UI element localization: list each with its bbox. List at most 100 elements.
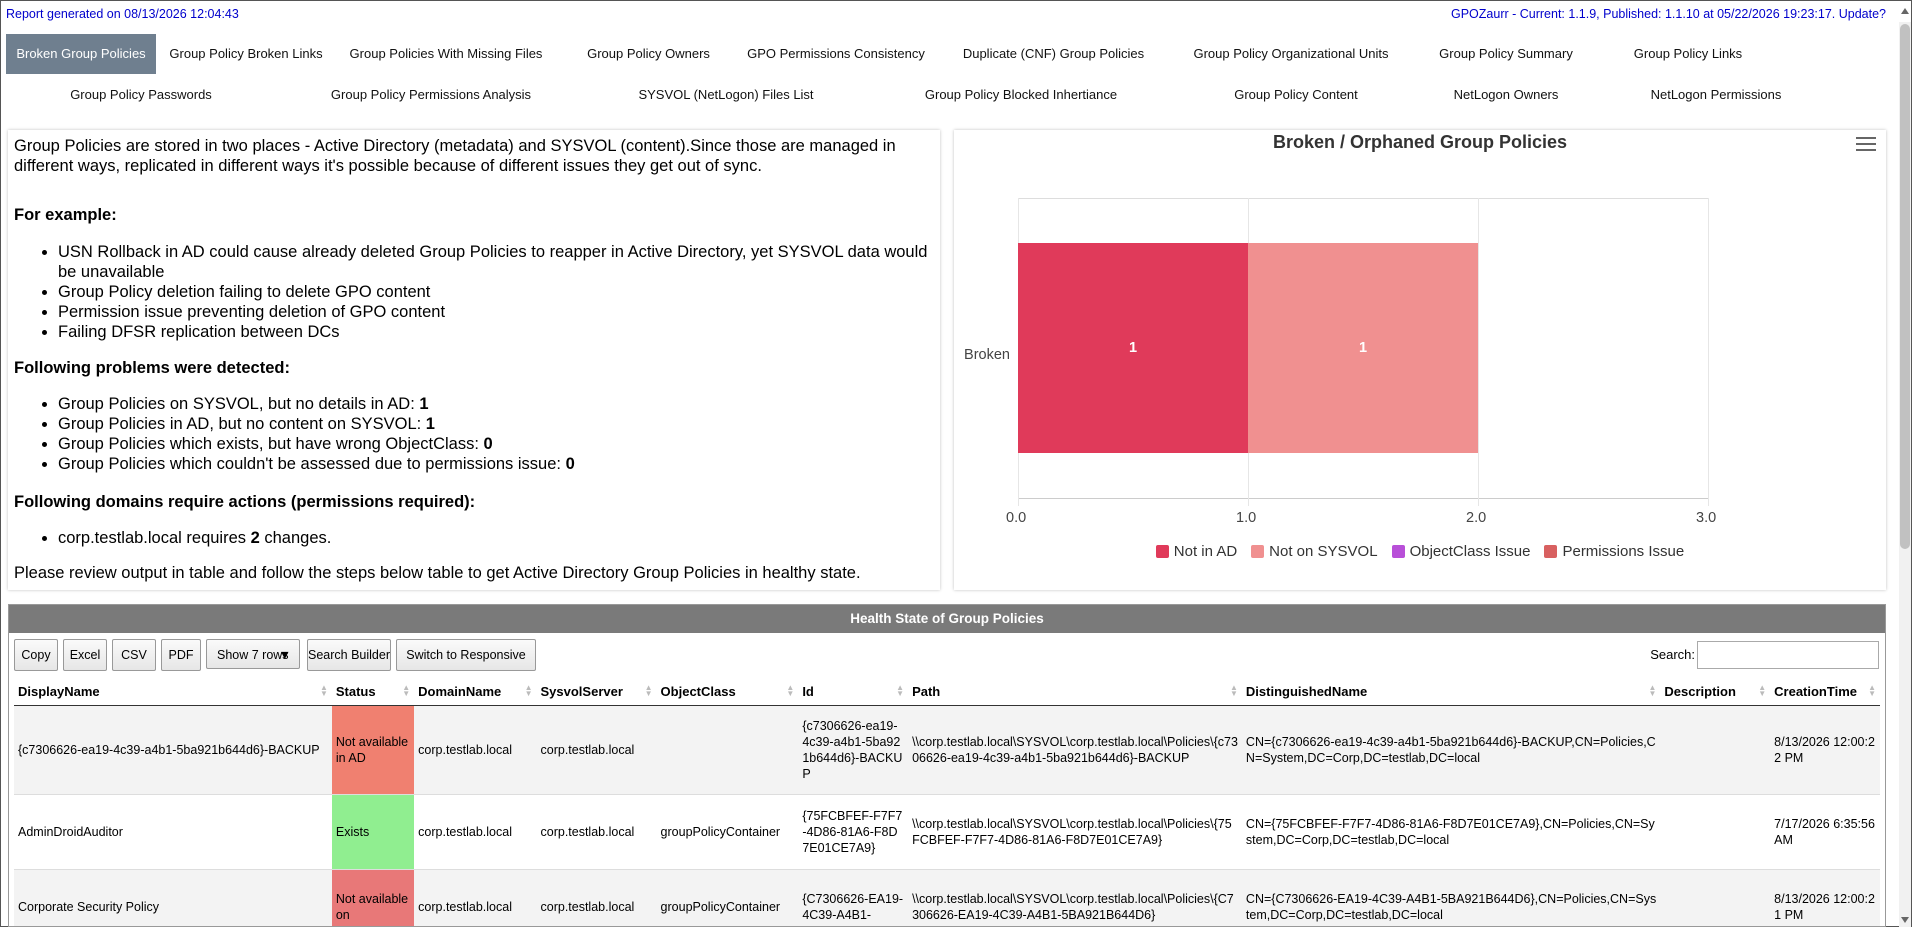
cell-domainname: corp.testlab.local: [414, 705, 537, 795]
domains-list: corp.testlab.local requires 2 changes.: [14, 528, 938, 548]
tab-group-policy-blocked-inheritance[interactable]: Group Policy Blocked Inhertiance: [924, 87, 1118, 102]
report-generated-text: Report generated on 08/13/2026 12:04:43: [6, 7, 239, 21]
scroll-down-icon[interactable]: [1901, 917, 1909, 923]
sort-icon: ▲ ▼: [786, 683, 795, 698]
column-header-sysvolserver[interactable]: SysvolServer ▲ ▼: [536, 677, 657, 706]
show-rows-dropdown[interactable]: Show 7 rows ▼: [206, 639, 300, 669]
cell-objectclass: groupPolicyContainer: [656, 869, 799, 926]
bar-data-label: 1: [1358, 340, 1368, 356]
column-header-path[interactable]: Path ▲ ▼: [908, 677, 1242, 706]
page-scrollbar[interactable]: [1899, 8, 1911, 927]
excel-button[interactable]: Excel: [63, 639, 107, 671]
list-item: Group Policy deletion failing to delete …: [58, 282, 938, 302]
example-list: USN Rollback in AD could cause already d…: [14, 242, 938, 342]
x-axis-line: [1018, 498, 1708, 499]
table-row[interactable]: {c7306626-ea19-4c39-a4b1-5ba921b644d6}-B…: [14, 705, 1880, 795]
column-header-label: DistinguishedName: [1245, 683, 1368, 699]
version-update-link[interactable]: GPOZaurr - Current: 1.1.9, Published: 1.…: [1451, 7, 1886, 21]
column-header-distinguishedname[interactable]: DistinguishedName ▲ ▼: [1241, 677, 1661, 706]
scroll-up-icon[interactable]: [1901, 8, 1909, 14]
cell-path: \\corp.testlab.local\SYSVOL\corp.testlab…: [908, 869, 1242, 926]
bar-not-in-ad[interactable]: 1: [1018, 243, 1248, 453]
cell-domainname: corp.testlab.local: [414, 869, 537, 926]
cell-id: {75FCBFEF-F7F7-4D86-81A6-F8D7E01CE7A9}: [798, 794, 909, 870]
switch-responsive-button[interactable]: Switch to Responsive: [396, 639, 536, 671]
domains-heading: Following domains require actions (permi…: [14, 493, 476, 511]
tab-group-policies-missing-files[interactable]: Group Policies With Missing Files: [349, 46, 543, 61]
health-table-panel: Health State of Group Policies Copy Exce…: [8, 604, 1886, 927]
tab-broken-group-policies[interactable]: Broken Group Policies: [6, 34, 156, 74]
pdf-button[interactable]: PDF: [161, 639, 201, 671]
cell-creationtime: 7/17/2026 6:35:56 AM: [1770, 794, 1880, 870]
table-row[interactable]: Corporate Security Policy Not available o…: [14, 869, 1880, 926]
tab-duplicate-cnf-group-policies[interactable]: Duplicate (CNF) Group Policies: [962, 46, 1145, 61]
column-header-label: SysvolServer: [540, 683, 623, 699]
column-header-creationtime[interactable]: CreationTime ▲ ▼: [1770, 677, 1880, 706]
category-label: Broken: [964, 347, 1010, 363]
legend-item[interactable]: Permissions Issue: [1544, 543, 1684, 560]
sort-icon: ▲ ▼: [319, 683, 328, 698]
x-tick-label: 3.0: [1696, 510, 1717, 526]
tab-group-policy-permissions-analysis[interactable]: Group Policy Permissions Analysis: [330, 87, 532, 102]
scrollbar-thumb[interactable]: [1900, 24, 1910, 549]
tab-group-policy-passwords[interactable]: Group Policy Passwords: [70, 87, 212, 102]
legend-item[interactable]: ObjectClass Issue: [1391, 543, 1530, 560]
column-header-domainname[interactable]: DomainName ▲ ▼: [414, 677, 537, 706]
cell-displayname: AdminDroidAuditor: [14, 794, 332, 870]
tab-group-policy-owners[interactable]: Group Policy Owners: [587, 46, 710, 61]
column-header-displayname[interactable]: DisplayName ▲ ▼: [14, 677, 332, 706]
bar-data-label: 1: [1128, 340, 1138, 356]
tab-sysvol-netlogon-files-list[interactable]: SYSVOL (NetLogon) Files List: [638, 87, 814, 102]
tab-netlogon-owners[interactable]: NetLogon Owners: [1453, 87, 1559, 102]
table-row[interactable]: AdminDroidAuditor Exists corp.testlab.loca…: [14, 794, 1880, 870]
cell-distinguishedname: CN={c7306626-ea19-4c39-a4b1-5ba921b644d6…: [1241, 705, 1661, 795]
cell-objectclass: groupPolicyContainer: [656, 794, 799, 870]
sort-icon: ▲ ▼: [402, 683, 411, 698]
grid-line: [1708, 198, 1709, 506]
list-item: Failing DFSR replication between DCs: [58, 322, 938, 342]
list-item: Group Policies which couldn't be assesse…: [58, 454, 938, 474]
legend-item[interactable]: Not in AD: [1155, 543, 1237, 560]
chart-title: Broken / Orphaned Group Policies: [1272, 132, 1568, 152]
sort-icon: ▲ ▼: [524, 683, 533, 698]
legend-swatch: [1251, 545, 1265, 558]
copy-button[interactable]: Copy: [14, 639, 58, 671]
sort-icon: ▲ ▼: [896, 683, 905, 698]
column-header-label: DomainName: [418, 683, 502, 699]
top-bar: Report generated on 08/13/2026 12:04:43 …: [6, 6, 1886, 24]
cell-id: {C7306626-EA19-4C39-A4B1-: [798, 869, 909, 926]
cell-sysvolserver: corp.testlab.local: [536, 705, 657, 795]
cell-domainname: corp.testlab.local: [414, 794, 537, 870]
search-builder-button[interactable]: Search Builder: [307, 639, 391, 671]
cell-id: {c7306626-ea19-4c39-a4b1-5ba921b644d6}-B…: [798, 705, 909, 795]
legend-swatch: [1155, 545, 1169, 558]
bar-not-on-sysvol[interactable]: 1: [1248, 243, 1478, 453]
tab-netlogon-permissions[interactable]: NetLogon Permissions: [1650, 87, 1782, 102]
column-header-objectclass[interactable]: ObjectClass ▲ ▼: [656, 677, 799, 706]
tab-group-policy-organizational-units[interactable]: Group Policy Organizational Units: [1193, 46, 1389, 61]
sort-icon: ▲ ▼: [1868, 683, 1876, 698]
tab-group-policy-links[interactable]: Group Policy Links: [1633, 46, 1743, 61]
tab-group-policy-broken-links[interactable]: Group Policy Broken Links: [169, 46, 323, 61]
tab-gpo-permissions-consistency[interactable]: GPO Permissions Consistency: [747, 46, 925, 61]
column-header-status[interactable]: Status ▲ ▼: [331, 677, 415, 706]
tab-group-policy-content[interactable]: Group Policy Content: [1234, 87, 1358, 102]
problems-list: Group Policies on SYSVOL, but no details…: [14, 394, 938, 474]
health-table: DisplayName ▲ ▼ Status ▲ ▼ DomainName ▲ ▼ SysvolS…: [14, 677, 1880, 926]
column-header-description[interactable]: Description ▲ ▼: [1660, 677, 1771, 706]
intro-paragraph: Group Policies are stored in two places …: [14, 137, 896, 175]
cell-creationtime: 8/13/2026 12:00:22 PM: [1770, 705, 1880, 795]
column-header-id[interactable]: Id ▲ ▼: [798, 677, 909, 706]
chart-legend: Not in AD Not on SYSVOL ObjectClass Issue P…: [954, 543, 1886, 560]
legend-swatch: [1391, 545, 1405, 558]
cell-distinguishedname: CN={C7306626-EA19-4C39-A4B1-5BA921B644D6…: [1241, 869, 1661, 926]
legend-item[interactable]: Not on SYSVOL: [1251, 543, 1378, 560]
csv-button[interactable]: CSV: [112, 639, 156, 671]
table-title: Health State of Group Policies: [9, 605, 1885, 633]
cell-description: [1660, 869, 1771, 926]
search-input[interactable]: [1697, 641, 1879, 669]
x-tick-label: 1.0: [1236, 510, 1257, 526]
tab-group-policy-summary[interactable]: Group Policy Summary: [1439, 46, 1573, 61]
hamburger-menu-icon[interactable]: [1856, 136, 1876, 152]
column-header-label: Status: [335, 683, 376, 699]
